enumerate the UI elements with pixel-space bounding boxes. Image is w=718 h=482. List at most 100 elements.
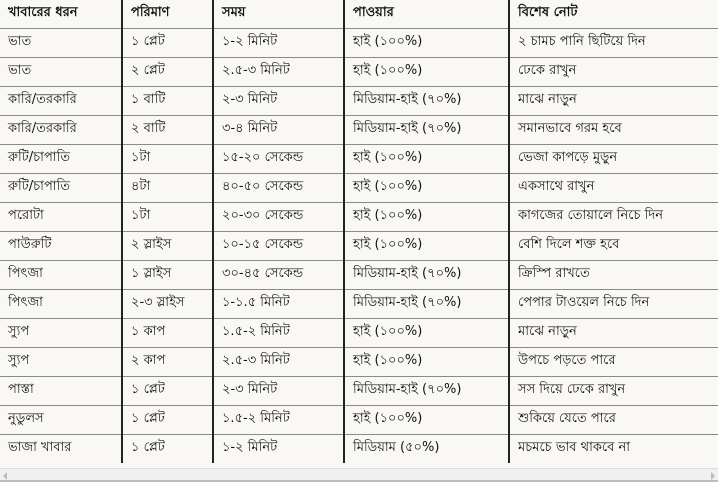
cell-time: ২০-৩০ সেকেন্ড bbox=[213, 202, 345, 232]
cell-food-type: ভাত bbox=[0, 57, 123, 87]
cell-food-type: নুডুলস bbox=[0, 405, 123, 435]
horizontal-scrollbar[interactable] bbox=[0, 468, 718, 482]
table-row: ভাজা খাবার ১ প্লেট ১-২ মিনিট মিডিয়াম (৫০%)… bbox=[0, 434, 718, 463]
cell-note: কাগজের তোয়ালে নিচে দিন bbox=[509, 202, 718, 232]
cell-power: হাই (১০০%) bbox=[344, 202, 510, 232]
cell-note: পেপার টাওয়েল নিচে দিন bbox=[509, 289, 718, 319]
cell-food-type: কারি/তরকারি bbox=[0, 115, 123, 145]
cell-food-type: পিৎজা bbox=[0, 289, 123, 319]
table-row: ভাত ২ প্লেট ২.৫-৩ মিনিট হাই (১০০%) ঢেকে রাখু… bbox=[0, 57, 718, 87]
cell-power: হাই (১০০%) bbox=[344, 173, 510, 203]
cell-quantity: ১টা bbox=[122, 144, 214, 174]
cell-power: মিডিয়াম-হাই (৭০%) bbox=[344, 86, 510, 116]
table-row: পিৎজা ১ স্লাইস ৩০-৪৫ সেকেন্ড মিডিয়াম-হাই (… bbox=[0, 260, 718, 290]
table-row: কারি/তরকারি ১ বাটি ২-৩ মিনিট মিডিয়াম-হাই (… bbox=[0, 86, 718, 116]
cell-power: মিডিয়াম-হাই (৭০%) bbox=[344, 115, 510, 145]
cell-time: ১০-১৫ সেকেন্ড bbox=[213, 231, 345, 261]
column-header-food-type: খাবারের ধরন bbox=[0, 0, 123, 29]
cell-power: মিডিয়াম-হাই (৭০%) bbox=[344, 289, 510, 319]
cell-quantity: ১ স্লাইস bbox=[122, 260, 214, 290]
table-row: স্যুপ ১ কাপ ১.৫-২ মিনিট হাই (১০০%) মাঝে নাড়… bbox=[0, 318, 718, 348]
column-header-power: পাওয়ার bbox=[344, 0, 510, 29]
cell-note: মচমচে ভাব থাকবে না bbox=[518, 440, 631, 456]
cell-time: ১.৫-২ মিনিট bbox=[213, 405, 345, 435]
cell-quantity: ১ প্লেট bbox=[122, 376, 214, 406]
cell-power: মিডিয়াম (৫০%) bbox=[344, 434, 510, 463]
cell-power: হাই (১০০%) bbox=[344, 405, 510, 435]
cell-time: ২-৩ মিনিট bbox=[213, 376, 345, 406]
cell-power: মিডিয়াম-হাই (৭০%) bbox=[344, 260, 510, 290]
cell-food-type: কারি/তরকারি bbox=[0, 86, 123, 116]
cell-power: মিডিয়াম-হাই (৭০%) bbox=[344, 376, 510, 406]
cell-food-type: ভাত bbox=[0, 28, 123, 58]
table-row: রুটি/চাপাতি ১টা ১৫-২০ সেকেন্ড হাই (১০০%) ভেজ… bbox=[0, 144, 718, 174]
cell-time: ৩০-৪৫ সেকেন্ড bbox=[213, 260, 345, 290]
table-row: পাস্তা ১ প্লেট ২-৩ মিনিট মিডিয়াম-হাই (৭০%)… bbox=[0, 376, 718, 406]
cell-quantity: ১ প্লেট bbox=[122, 28, 214, 58]
divider bbox=[0, 480, 718, 482]
cell-food-type: ভাজা খাবার bbox=[0, 434, 123, 463]
cell-time: ১-২ মিনিট bbox=[213, 28, 345, 58]
cell-food-type: স্যুপ bbox=[0, 347, 123, 377]
cell-power: হাই (১০০%) bbox=[344, 144, 510, 174]
cell-time: ১.৫-২ মিনিট bbox=[213, 318, 345, 348]
cell-time: ৩-৪ মিনিট bbox=[213, 115, 345, 145]
table-row: পরোটা ১টা ২০-৩০ সেকেন্ড হাই (১০০%) কাগজের তো… bbox=[0, 202, 718, 232]
cell-food-type: রুটি/চাপাতি bbox=[0, 144, 123, 174]
cell-note: ভেজা কাপড়ে মুড়ুন bbox=[509, 144, 718, 174]
scroll-left-arrow-icon[interactable] bbox=[3, 472, 7, 480]
cell-note: মাঝে নাড়ুন bbox=[509, 86, 718, 116]
cell-time: ১৫-২০ সেকেন্ড bbox=[213, 144, 345, 174]
cell-time: ২.৫-৩ মিনিট bbox=[213, 57, 345, 87]
table-row: রুটি/চাপাতি ৪টা ৪০-৫০ সেকেন্ড হাই (১০০%) একস… bbox=[0, 173, 718, 203]
cell-food-type: পরোটা bbox=[0, 202, 123, 232]
cell-food-type: পাউরুটি bbox=[0, 231, 123, 261]
column-header-note: বিশেষ নোট bbox=[509, 0, 718, 29]
cell-quantity: ২ স্লাইস bbox=[122, 231, 214, 261]
cell-power: হাই (১০০%) bbox=[344, 318, 510, 348]
cell-time: ২.৫-৩ মিনিট bbox=[213, 347, 345, 377]
table-row: কারি/তরকারি ২ বাটি ৩-৪ মিনিট মিডিয়াম-হাই (… bbox=[0, 115, 718, 145]
cell-time: ২-৩ মিনিট bbox=[213, 86, 345, 116]
cell-note: উপচে পড়তে পারে bbox=[509, 347, 718, 377]
table-row: পিৎজা ২-৩ স্লাইস ১-১.৫ মিনিট মিডিয়াম-হাই (… bbox=[0, 289, 718, 319]
cell-note: একসাথে রাখুন bbox=[509, 173, 718, 203]
cell-note: মাঝে নাড়ুন bbox=[509, 318, 718, 348]
cell-note: সমানভাবে গরম হবে bbox=[509, 115, 718, 145]
cell-time: ১-১.৫ মিনিট bbox=[213, 289, 345, 319]
table-row: ভাত ১ প্লেট ১-২ মিনিট হাই (১০০%) ২ চামচ পানি… bbox=[0, 28, 718, 58]
table-row: স্যুপ ২ কাপ ২.৫-৩ মিনিট হাই (১০০%) উপচে পড়ত… bbox=[0, 347, 718, 377]
cell-note: সস দিয়ে ঢেকে রাখুন bbox=[509, 376, 718, 406]
cell-note: বেশি দিলে শক্ত হবে bbox=[509, 231, 718, 261]
cell-quantity: ২ কাপ bbox=[122, 347, 214, 377]
cell-quantity: ৪টা bbox=[122, 173, 214, 203]
cell-note: ২ চামচ পানি ছিটিয়ে দিন bbox=[509, 28, 718, 58]
cell-food-type: স্যুপ bbox=[0, 318, 123, 348]
cell-quantity: ১টা bbox=[122, 202, 214, 232]
cell-quantity: ১ বাটি bbox=[122, 86, 214, 116]
cell-quantity: ২ প্লেট bbox=[122, 57, 214, 87]
cell-quantity: ২ বাটি bbox=[122, 115, 214, 145]
cell-power: হাই (১০০%) bbox=[344, 347, 510, 377]
cell-food-type: পাস্তা bbox=[0, 376, 123, 406]
table-row: নুডুলস ১ প্লেট ১.৫-২ মিনিট হাই (১০০%) শুকিয়… bbox=[0, 405, 718, 435]
cell-quantity: ১ কাপ bbox=[122, 318, 214, 348]
cell-power: হাই (১০০%) bbox=[344, 231, 510, 261]
cell-note: ঢেকে রাখুন bbox=[509, 57, 718, 87]
cell-note: ক্রিস্পি রাখতে bbox=[509, 260, 718, 290]
table-header-row: খাবারের ধরন পরিমাণ সময় পাওয়ার বিশেষ নোট bbox=[0, 0, 718, 29]
table-container: খাবারের ধরন পরিমাণ সময় পাওয়ার বিশেষ নোট ভা… bbox=[0, 0, 718, 463]
cell-quantity: ২-৩ স্লাইস bbox=[122, 289, 214, 319]
cell-time: ৪০-৫০ সেকেন্ড bbox=[213, 173, 345, 203]
cell-time: ১-২ মিনিট bbox=[213, 434, 345, 463]
cell-note: শুকিয়ে যেতে পারে bbox=[509, 405, 718, 435]
cell-quantity: ১ প্লেট bbox=[122, 405, 214, 435]
cell-food-type: পিৎজা bbox=[0, 260, 123, 290]
cell-quantity: ১ প্লেট bbox=[122, 434, 214, 463]
scroll-right-arrow-icon[interactable] bbox=[711, 472, 715, 480]
cell-food-type: রুটি/চাপাতি bbox=[0, 173, 123, 203]
column-header-time: সময় bbox=[213, 0, 345, 29]
table-row: পাউরুটি ২ স্লাইস ১০-১৫ সেকেন্ড হাই (১০০%) বে… bbox=[0, 231, 718, 261]
cell-power: হাই (১০০%) bbox=[344, 57, 510, 87]
reheating-table: খাবারের ধরন পরিমাণ সময় পাওয়ার বিশেষ নোট ভা… bbox=[0, 0, 718, 463]
